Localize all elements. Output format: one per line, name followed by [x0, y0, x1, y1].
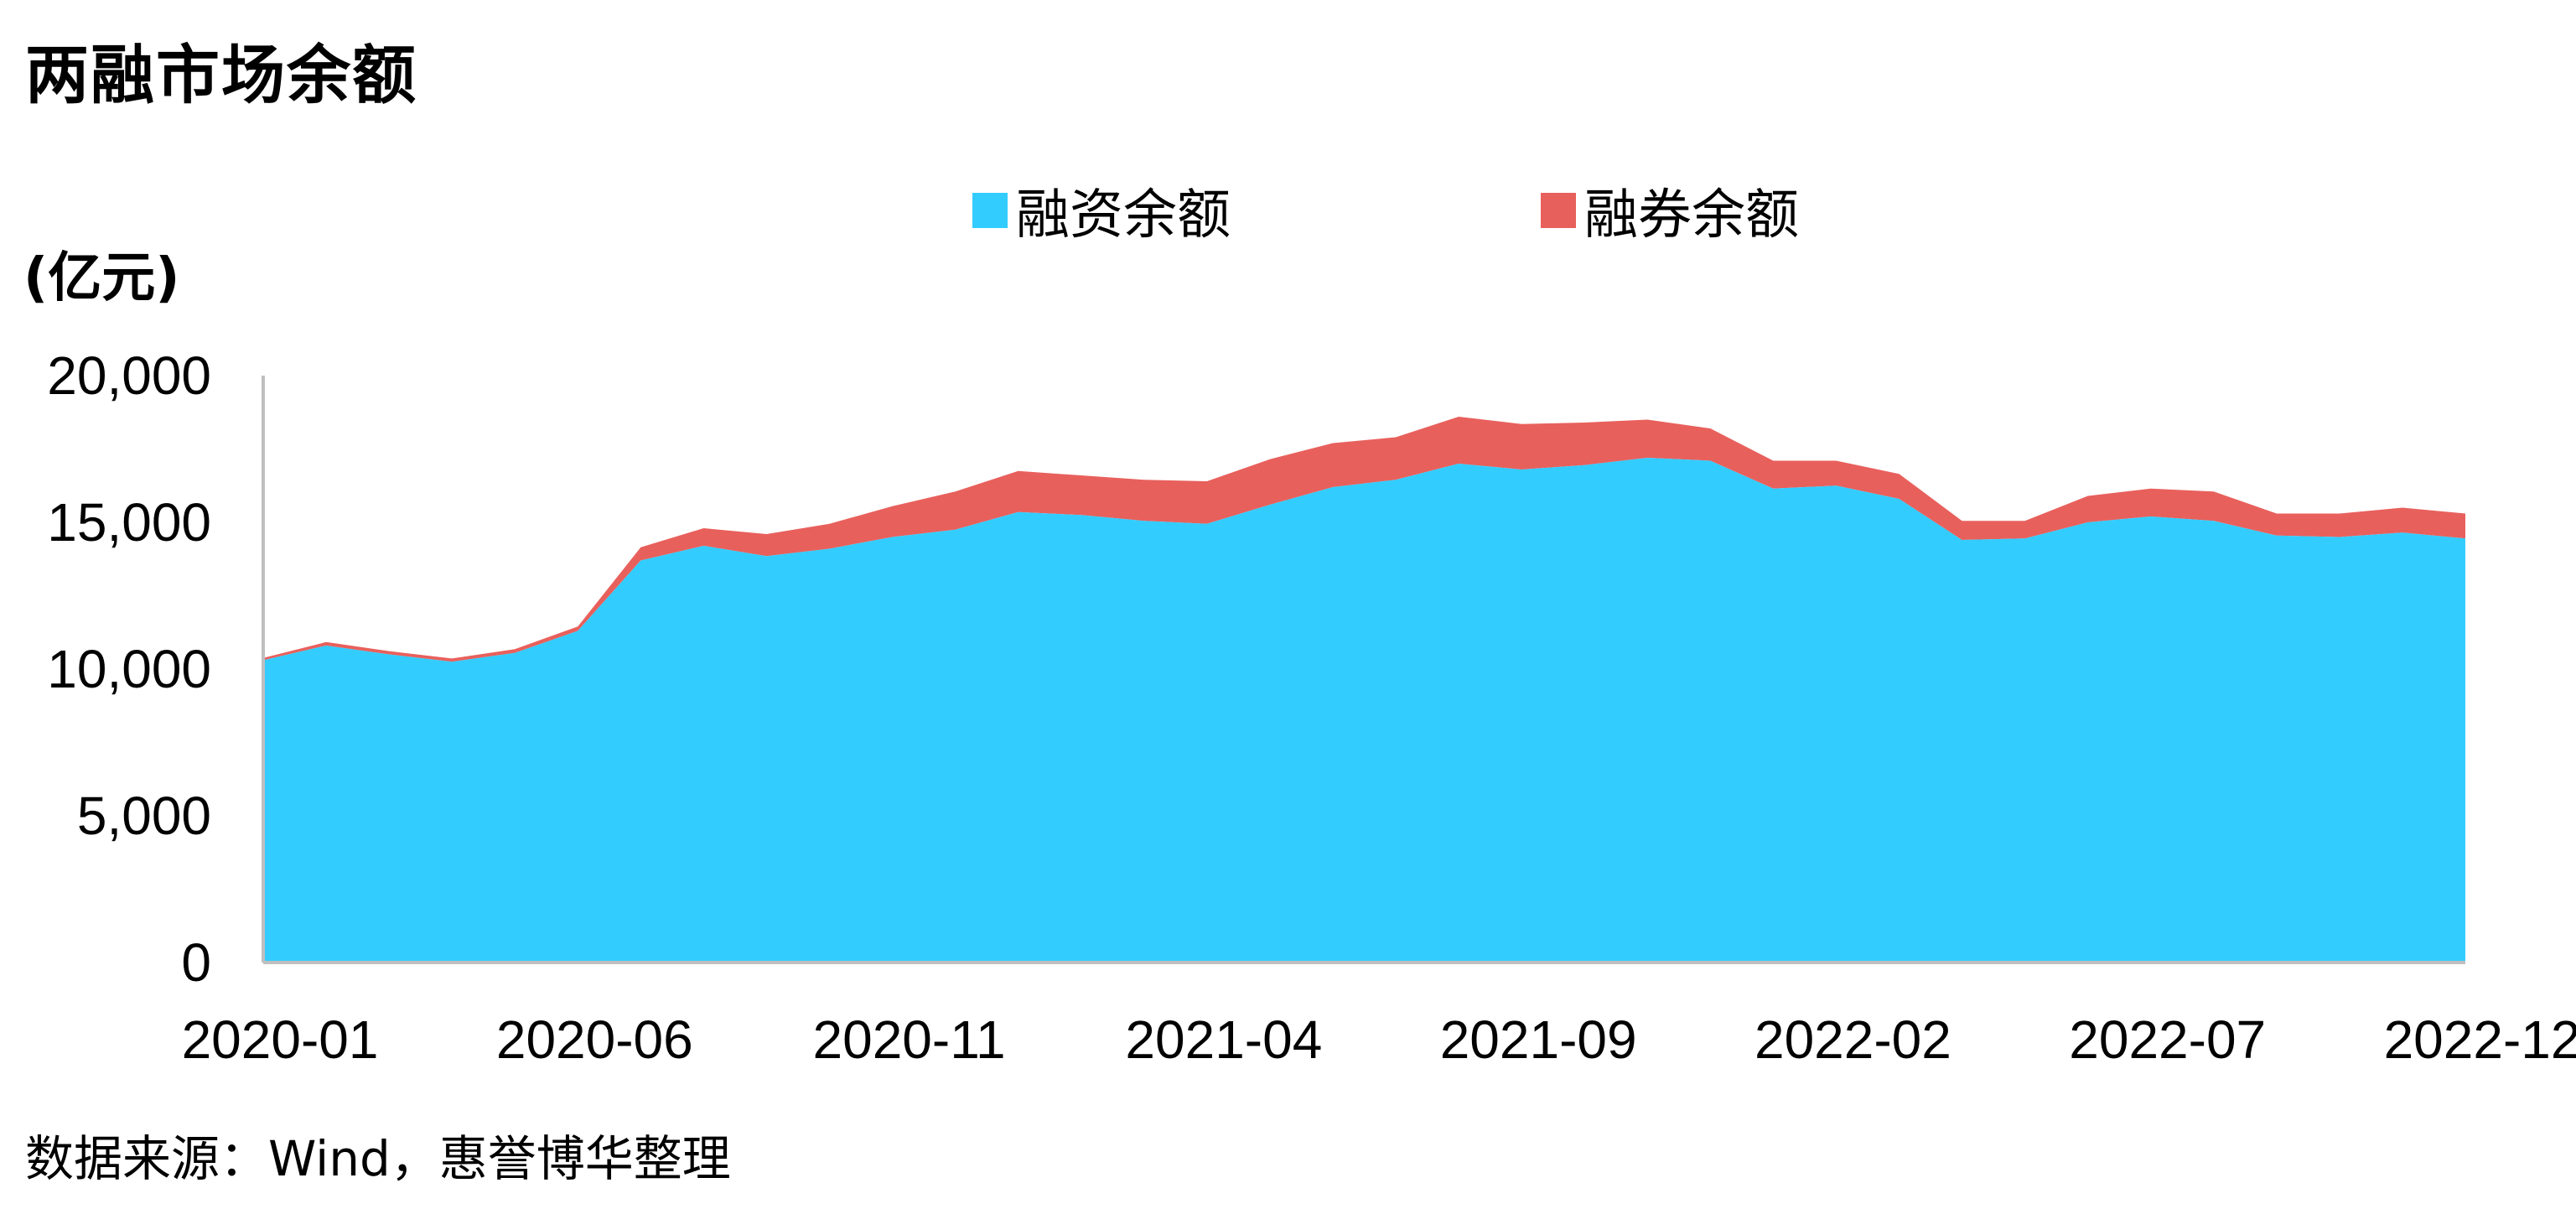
legend: 融资余额 融券余额 — [0, 172, 2576, 247]
chart-title: 两融市场余额 — [25, 38, 417, 112]
series-area-financing — [263, 458, 2465, 963]
x-tick-label: 2021-09 — [1440, 1009, 1637, 1070]
x-tick-label: 2022-07 — [2069, 1009, 2266, 1070]
x-tick-label: 2020-06 — [496, 1009, 693, 1070]
series-area-securities-lending — [263, 417, 2465, 662]
legend-item-securities-lending: 融券余额 — [1541, 172, 1799, 249]
x-tick-label: 2022-02 — [1754, 1009, 1951, 1070]
legend-label-securities-lending: 融券余额 — [1584, 184, 1799, 246]
y-tick-label: 0 — [181, 932, 211, 993]
y-tick-label: 10,000 — [47, 639, 211, 699]
legend-label-financing: 融资余额 — [1016, 184, 1231, 246]
legend-swatch-financing — [972, 193, 1008, 228]
legend-item-financing: 融资余额 — [972, 172, 1231, 249]
y-tick-label: 5,000 — [77, 786, 211, 846]
x-tick-label: 2022-12 — [2384, 1009, 2576, 1070]
x-tick-label: 2021-04 — [1125, 1009, 1322, 1070]
y-tick-label: 20,000 — [47, 345, 211, 406]
x-tick-label: 2020-01 — [182, 1009, 379, 1070]
y-tick-label: 15,000 — [47, 492, 211, 553]
y-axis-unit: (亿元) — [23, 247, 180, 309]
source-note: 数据来源：Wind，惠誉博华整理 — [25, 1130, 731, 1187]
x-tick-label: 2020-11 — [813, 1009, 1006, 1070]
legend-swatch-securities-lending — [1541, 193, 1576, 228]
